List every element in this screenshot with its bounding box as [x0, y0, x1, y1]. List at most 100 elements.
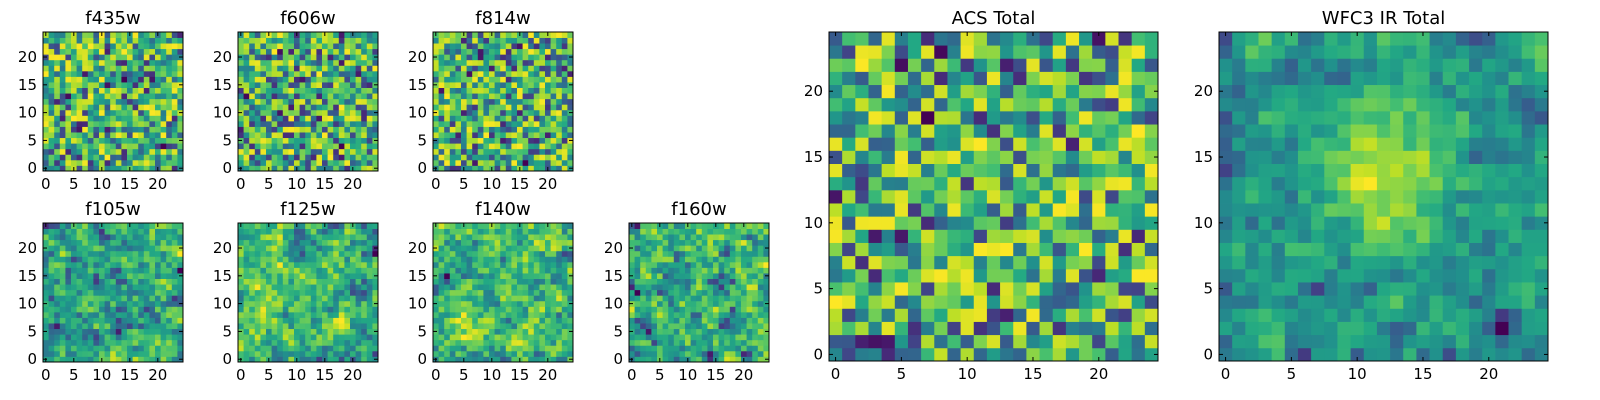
heatmap-cell [243, 356, 250, 363]
heatmap-cell [960, 295, 975, 309]
heatmap-cell [310, 339, 317, 346]
heatmap-cell [121, 323, 128, 330]
heatmap-cell [986, 308, 1001, 322]
heatmap-cell [472, 317, 479, 324]
heatmap-cell [294, 256, 300, 263]
heatmap-cell [310, 345, 317, 352]
heatmap-cell [65, 154, 72, 161]
heatmap-cell [634, 284, 641, 291]
heatmap-cell [361, 98, 368, 105]
heatmap-cell [533, 87, 540, 94]
heatmap-cell [355, 245, 362, 252]
heatmap-cell [54, 154, 61, 161]
heatmap-cell [76, 234, 83, 241]
heatmap-cell [177, 59, 184, 66]
heatmap-cell [561, 82, 568, 88]
heatmap-cell [99, 284, 105, 291]
heatmap-cell [494, 339, 501, 346]
heatmap-cell [316, 228, 323, 235]
heatmap-cell [338, 223, 345, 229]
heatmap-cell [87, 311, 94, 318]
heatmap-cell [472, 223, 479, 229]
heatmap-cell [662, 323, 669, 330]
heatmap-cell [1092, 268, 1106, 283]
heatmap-cell [466, 159, 473, 166]
heatmap-cell [494, 306, 501, 313]
heatmap-cell [449, 76, 456, 83]
heatmap-cell [266, 278, 272, 285]
heatmap-cell [143, 159, 150, 166]
heatmap-cell [93, 223, 100, 229]
heatmap-cell [629, 295, 635, 302]
heatmap-cell [288, 278, 295, 285]
heatmap-cell [260, 267, 267, 274]
heatmap-cell [461, 59, 467, 66]
heatmap-cell [556, 234, 563, 241]
heatmap-cell [277, 339, 284, 346]
heatmap-cell [82, 228, 89, 235]
heatmap-cell [43, 311, 49, 318]
heatmap-cell [556, 148, 563, 155]
heatmap-cell [842, 150, 856, 164]
heatmap-cell [350, 154, 356, 161]
heatmap-cell [310, 250, 317, 257]
heatmap-cell [701, 278, 708, 285]
heatmap-cell [724, 295, 731, 302]
heatmap-cell [149, 70, 156, 77]
heatmap-cell [316, 82, 323, 88]
heatmap-cell [550, 48, 557, 55]
heatmap-cell [741, 350, 747, 357]
heatmap-cell [511, 87, 518, 94]
heatmap-cell [294, 143, 300, 150]
heatmap-cell [249, 339, 256, 346]
heatmap-cell [1105, 189, 1119, 204]
heatmap-cell [48, 54, 55, 61]
heatmap-cell [472, 306, 479, 313]
heatmap-cell [277, 300, 284, 307]
heatmap-cell [505, 143, 512, 150]
heatmap-cell [104, 154, 111, 161]
heatmap-cell [1039, 176, 1054, 191]
heatmap-cell [528, 311, 535, 318]
heatmap-cell [517, 284, 523, 291]
heatmap-cell [690, 267, 697, 274]
heatmap-cell [149, 143, 156, 150]
heatmap-cell [65, 165, 72, 172]
heatmap-cell [110, 267, 117, 274]
heatmap-cell [545, 98, 551, 105]
heatmap-cell [82, 54, 89, 61]
heatmap-cell [132, 143, 139, 150]
heatmap-cell [333, 165, 340, 172]
heatmap-cell [299, 48, 306, 55]
heatmap-cell [277, 109, 284, 116]
heatmap-cell [316, 345, 323, 352]
heatmap-cell [54, 132, 61, 139]
heatmap-cell [366, 350, 373, 357]
heatmap-cell [350, 350, 356, 357]
heatmap-cell [65, 356, 72, 363]
heatmap-cell [238, 317, 244, 324]
heatmap-cell [662, 295, 669, 302]
heatmap-cell [673, 345, 680, 352]
heatmap-cell [132, 323, 139, 330]
heatmap-cell [327, 278, 334, 285]
heatmap-cell [121, 267, 128, 274]
heatmap-cell [466, 154, 473, 161]
heatmap-cell [685, 289, 691, 296]
heatmap-cell [160, 37, 167, 44]
heatmap-cell [472, 300, 479, 307]
heatmap-cell [177, 48, 184, 55]
heatmap-cell [166, 278, 173, 285]
heatmap-cell [110, 59, 117, 66]
heatmap-cell [757, 273, 764, 279]
heatmap-cell [155, 43, 161, 50]
x-tick-label: 10 [92, 366, 111, 384]
heatmap-cell [327, 317, 334, 324]
heatmap-cell [333, 328, 340, 335]
heatmap-cell [115, 295, 122, 302]
heatmap-cell [561, 345, 568, 352]
heatmap-cell [166, 334, 173, 341]
heatmap-cell [299, 59, 306, 66]
heatmap-cell [449, 37, 456, 44]
heatmap-cell [355, 76, 362, 83]
